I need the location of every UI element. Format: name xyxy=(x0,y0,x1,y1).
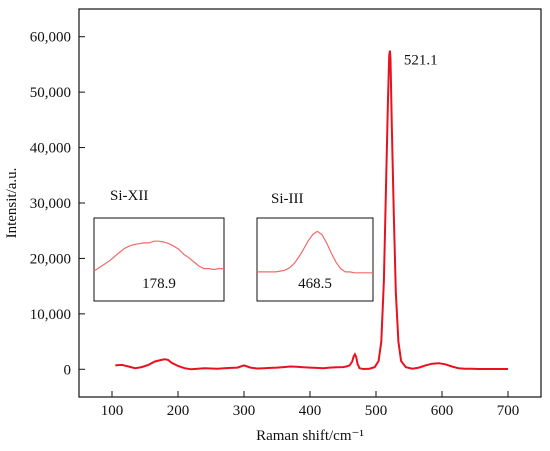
inset-si-iii-value: 468.5 xyxy=(298,276,332,292)
y-axis-label: Intensit/a.u. xyxy=(4,168,20,239)
y-tick-label: 20,000 xyxy=(30,251,71,267)
y-tick-label: 30,000 xyxy=(30,196,71,212)
spectrum-line xyxy=(115,50,508,371)
y-tick-label: 0 xyxy=(64,362,72,378)
y-axis-ticks: 0 10,000 20,000 30,000 40,000 50,000 60,000 xyxy=(30,30,85,378)
x-tick-label: 100 xyxy=(101,403,124,419)
y-tick-label: 40,000 xyxy=(30,141,71,157)
inset-si-iii-label: Si-III xyxy=(271,191,304,207)
y-tick-label: 50,000 xyxy=(30,85,71,101)
peak-annotation: 521.1 xyxy=(404,53,438,69)
x-axis-label: Raman shift/cm⁻¹ xyxy=(256,428,364,444)
inset-si-iii-curve xyxy=(257,230,373,274)
x-tick-label: 300 xyxy=(233,403,256,419)
inset-si-xii: Si-XII 178.9 xyxy=(93,188,225,302)
inset-si-xii-box xyxy=(93,217,225,302)
inset-si-xii-curve xyxy=(93,240,224,272)
x-axis-ticks: 100 200 300 400 500 600 700 xyxy=(101,391,520,419)
x-tick-label: 400 xyxy=(299,403,322,419)
inset-si-xii-value: 178.9 xyxy=(142,276,176,292)
x-tick-label: 200 xyxy=(167,403,190,419)
y-tick-label: 10,000 xyxy=(30,307,71,323)
x-tick-label: 700 xyxy=(497,403,520,419)
inset-si-iii: Si-III 468.5 xyxy=(256,191,374,302)
x-tick-label: 500 xyxy=(365,403,388,419)
y-tick-label: 60,000 xyxy=(30,30,71,46)
x-tick-label: 600 xyxy=(431,403,454,419)
inset-si-iii-box xyxy=(256,217,374,302)
inset-si-xii-label: Si-XII xyxy=(110,188,148,204)
